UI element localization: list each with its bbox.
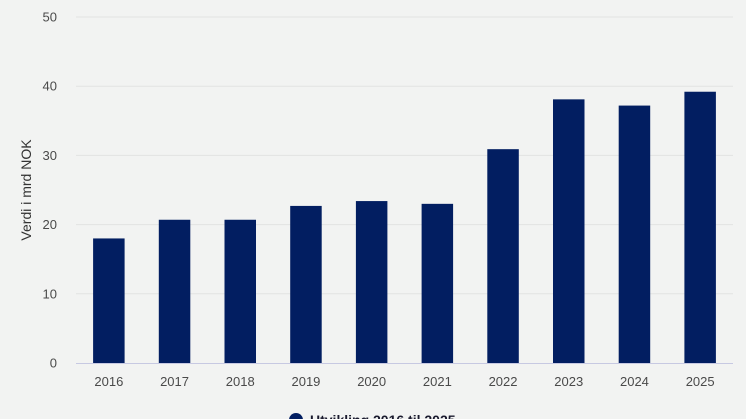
bar-2022[interactable] bbox=[487, 149, 519, 363]
legend-marker bbox=[289, 413, 303, 419]
y-tick-label: 40 bbox=[43, 79, 57, 94]
y-tick-label: 20 bbox=[43, 217, 57, 232]
legend[interactable]: Utvikling 2016 til 2025 bbox=[289, 412, 456, 419]
y-tick-label: 0 bbox=[50, 356, 57, 371]
x-tick-label: 2016 bbox=[94, 374, 123, 389]
legend-label: Utvikling 2016 til 2025 bbox=[310, 412, 456, 419]
y-tick-label: 30 bbox=[43, 148, 57, 163]
y-tick-label: 10 bbox=[43, 286, 57, 301]
bar-2016[interactable] bbox=[93, 238, 125, 363]
x-tick-label: 2023 bbox=[554, 374, 583, 389]
bar-2023[interactable] bbox=[553, 99, 585, 364]
x-tick-label: 2022 bbox=[489, 374, 518, 389]
bars bbox=[93, 91, 716, 364]
x-tick-label: 2019 bbox=[291, 374, 320, 389]
y-axis-ticks: 0 10 20 30 40 50 bbox=[43, 10, 57, 371]
x-tick-label: 2020 bbox=[357, 374, 386, 389]
x-tick-label: 2021 bbox=[423, 374, 452, 389]
y-tick-label: 50 bbox=[43, 10, 57, 25]
x-tick-label: 2017 bbox=[160, 374, 189, 389]
bar-2020[interactable] bbox=[355, 201, 388, 363]
y-axis-label: Verdi i mrd NOK bbox=[18, 139, 34, 241]
bar-2025[interactable] bbox=[684, 91, 716, 364]
bar-2019[interactable] bbox=[290, 205, 322, 363]
bar-2018[interactable] bbox=[224, 219, 257, 363]
bar-2017[interactable] bbox=[158, 219, 191, 363]
x-tick-label: 2018 bbox=[226, 374, 255, 389]
x-tick-label: 2024 bbox=[620, 374, 649, 389]
bar-2024[interactable] bbox=[618, 105, 651, 364]
bar-2021[interactable] bbox=[421, 203, 454, 363]
x-axis-ticks: 2016 2017 2018 2019 2020 2021 2022 2023 2024 2025 bbox=[94, 374, 714, 389]
x-tick-label: 2025 bbox=[686, 374, 715, 389]
